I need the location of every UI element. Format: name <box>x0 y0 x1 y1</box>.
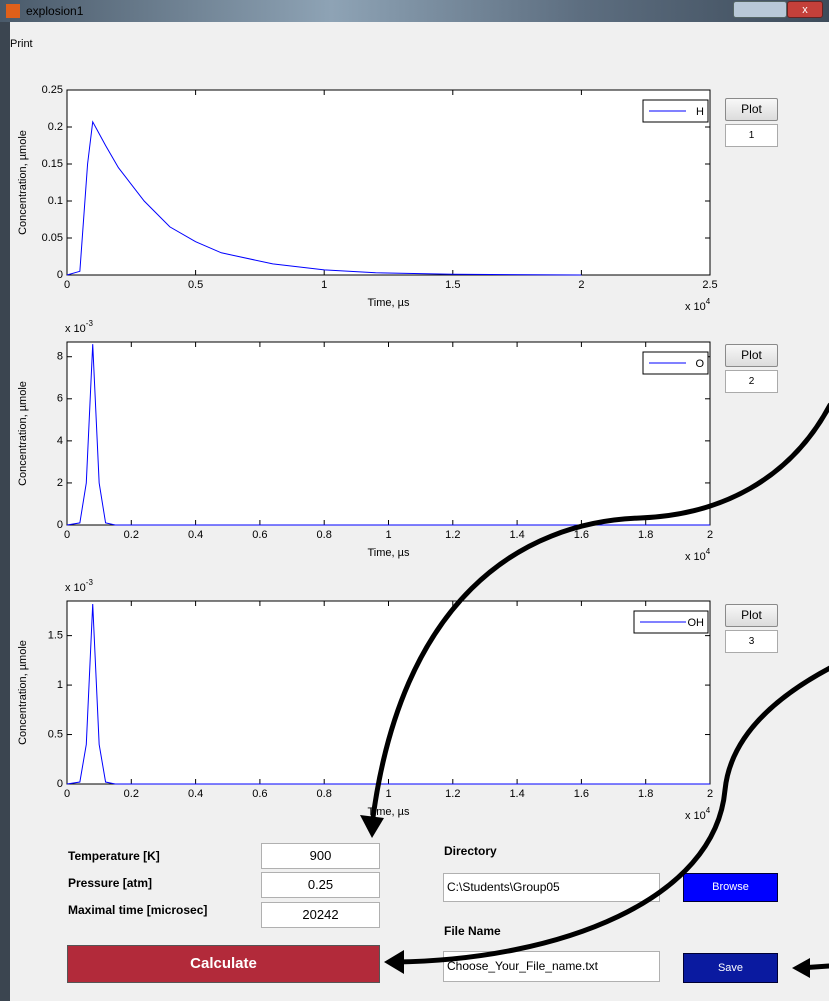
x-tick-label: 1.5 <box>445 279 460 291</box>
legend-label: O <box>695 358 704 370</box>
x-tick-label: 0.5 <box>188 279 203 291</box>
x-tick-label: 2 <box>707 788 713 800</box>
x-tick-label: 1.2 <box>445 788 460 800</box>
plot-area <box>67 90 710 275</box>
x-scale-label-exponent: 4 <box>706 806 711 815</box>
y-scale-label-base: x 10 <box>65 582 86 594</box>
x-scale-label: x 104 <box>685 806 711 822</box>
y-tick-label: 8 <box>57 351 63 363</box>
y-tick-label: 2 <box>57 477 63 489</box>
plot-number-field[interactable]: 1 <box>725 124 778 147</box>
x-tick-label: 2.5 <box>702 279 717 291</box>
x-tick-label: 2 <box>707 529 713 541</box>
x-tick-label: 1.6 <box>574 788 589 800</box>
y-scale-label-exponent: -3 <box>86 578 94 587</box>
x-tick-label: 0.6 <box>252 529 267 541</box>
directory-input[interactable]: C:\Students\Group05 <box>443 873 660 902</box>
y-scale-label-base: x 10 <box>65 323 86 335</box>
x-axis-label: Time, µs <box>368 297 410 309</box>
x-tick-label: 0.8 <box>317 788 332 800</box>
y-tick-label: 0.25 <box>42 84 63 96</box>
y-tick-label: 0.1 <box>48 195 63 207</box>
y-axis-label: Concentration, µmole <box>17 640 29 745</box>
x-tick-label: 1.2 <box>445 529 460 541</box>
max-time-label: Maximal time [microsec] <box>68 903 207 917</box>
plot-button[interactable]: Plot <box>725 604 778 627</box>
plot-area <box>67 342 710 525</box>
x-tick-label: 0.8 <box>317 529 332 541</box>
x-scale-label: x 104 <box>685 547 711 563</box>
x-scale-label: x 104 <box>685 297 711 313</box>
app-window: explosion1 x Print 00.511.522.500.050.10… <box>0 0 829 1001</box>
y-tick-label: 0 <box>57 519 63 531</box>
x-tick-label: 1.6 <box>574 529 589 541</box>
plot-button[interactable]: Plot <box>725 98 778 121</box>
y-axis-label: Concentration, µmole <box>17 130 29 235</box>
x-tick-label: 1.8 <box>638 529 653 541</box>
y-scale-label-exponent: -3 <box>86 319 94 328</box>
x-scale-label-base: x 10 <box>685 810 706 822</box>
x-tick-label: 1.4 <box>509 788 524 800</box>
browse-button[interactable]: Browse <box>683 873 778 902</box>
max-time-input[interactable]: 20242 <box>261 902 380 928</box>
x-tick-label: 1 <box>385 529 391 541</box>
y-scale-label: x 10-3 <box>65 319 93 335</box>
plot-number-field[interactable]: 2 <box>725 370 778 393</box>
x-tick-label: 1 <box>385 788 391 800</box>
x-tick-label: 0.2 <box>124 788 139 800</box>
plot-button[interactable]: Plot <box>725 344 778 367</box>
y-tick-label: 6 <box>57 393 63 405</box>
file-name-input[interactable]: Choose_Your_File_name.txt <box>443 951 660 982</box>
plot-number-field[interactable]: 3 <box>725 630 778 653</box>
plot-area <box>67 601 710 784</box>
directory-label: Directory <box>444 844 497 858</box>
x-scale-label-base: x 10 <box>685 551 706 563</box>
x-axis-label: Time, µs <box>368 806 410 818</box>
temperature-input[interactable]: 900 <box>261 843 380 869</box>
x-tick-label: 0.4 <box>188 788 203 800</box>
x-tick-label: 1.4 <box>509 529 524 541</box>
x-scale-label-exponent: 4 <box>706 297 711 306</box>
x-tick-label: 1 <box>321 279 327 291</box>
y-tick-label: 0 <box>57 778 63 790</box>
x-tick-label: 0.6 <box>252 788 267 800</box>
temperature-label: Temperature [K] <box>68 849 160 863</box>
x-tick-label: 1.8 <box>638 788 653 800</box>
y-tick-label: 0.2 <box>48 121 63 133</box>
x-axis-label: Time, µs <box>368 547 410 559</box>
y-tick-label: 0.15 <box>42 158 63 170</box>
y-tick-label: 0 <box>57 269 63 281</box>
x-tick-label: 0 <box>64 279 70 291</box>
y-tick-label: 1 <box>57 679 63 691</box>
file-name-label: File Name <box>444 924 501 938</box>
legend-label: H <box>696 106 704 118</box>
save-button[interactable]: Save <box>683 953 778 983</box>
y-tick-label: 1.5 <box>48 630 63 642</box>
y-tick-label: 0.5 <box>48 728 63 740</box>
pressure-input[interactable]: 0.25 <box>261 872 380 898</box>
y-tick-label: 0.05 <box>42 232 63 244</box>
calculate-button[interactable]: Calculate <box>67 945 380 983</box>
legend-label: OH <box>688 617 705 629</box>
y-tick-label: 4 <box>57 435 63 447</box>
x-tick-label: 2 <box>578 279 584 291</box>
x-tick-label: 0 <box>64 529 70 541</box>
pressure-label: Pressure [atm] <box>68 876 152 890</box>
y-axis-label: Concentration, µmole <box>17 381 29 486</box>
x-scale-label-base: x 10 <box>685 301 706 313</box>
x-tick-label: 0 <box>64 788 70 800</box>
y-scale-label: x 10-3 <box>65 578 93 594</box>
x-tick-label: 0.4 <box>188 529 203 541</box>
x-tick-label: 0.2 <box>124 529 139 541</box>
x-scale-label-exponent: 4 <box>706 547 711 556</box>
